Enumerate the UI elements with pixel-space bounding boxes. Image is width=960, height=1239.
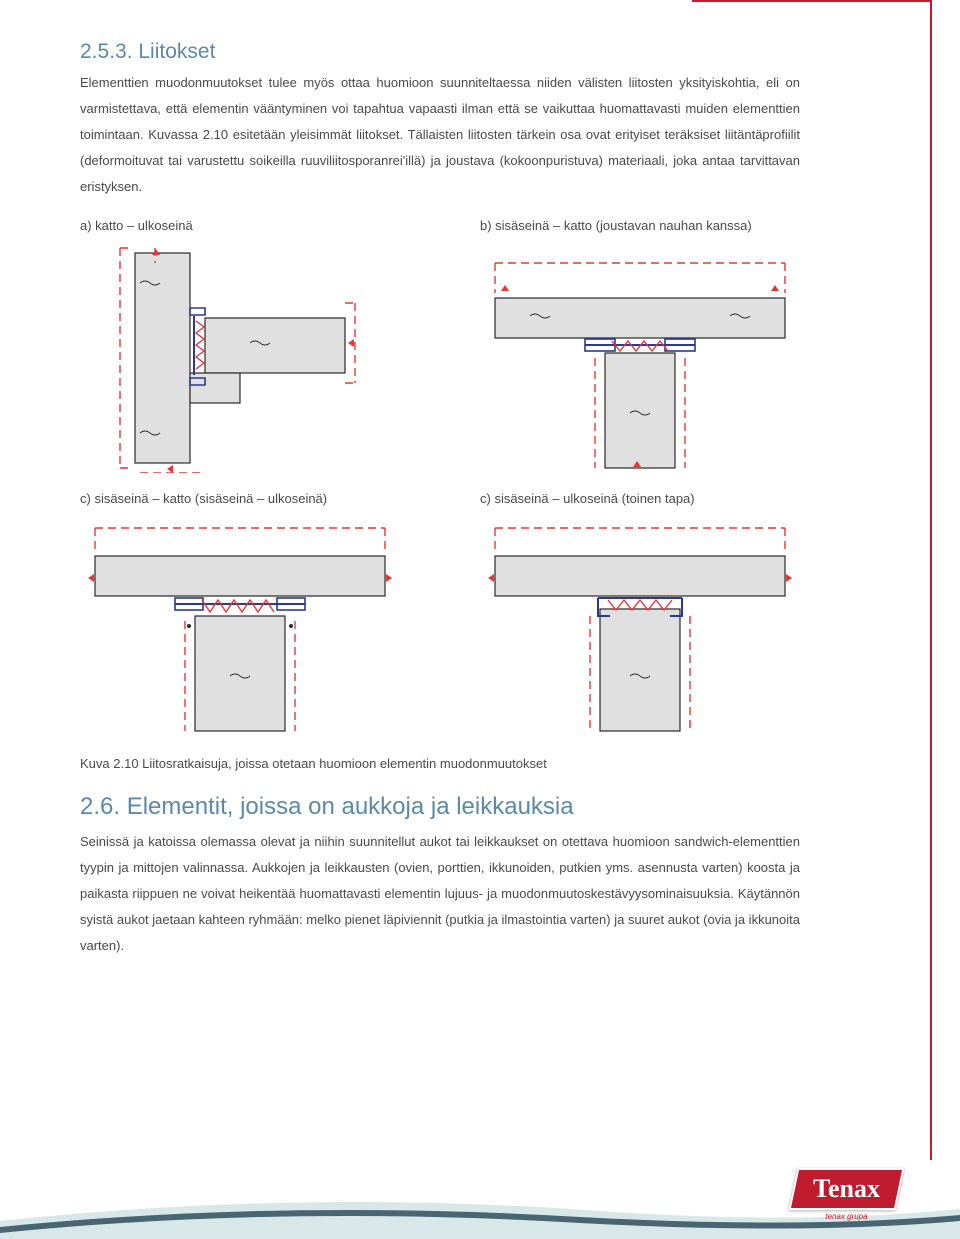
logo-text: Tenax [813, 1174, 880, 1204]
diagram-row-1: a) katto – ulkoseinä [80, 218, 800, 473]
section-26-paragraph: Seinissä ja katoissa olemassa olevat ja … [80, 829, 800, 959]
diagram-d-svg [480, 516, 800, 736]
diagram-b-svg [480, 243, 800, 473]
page-border-top [692, 0, 932, 2]
section-253-paragraph: Elementtien muodonmuutokset tulee myös o… [80, 70, 800, 200]
section-253-title: 2.5.3. Liitokset [80, 40, 800, 64]
page-content: 2.5.3. Liitokset Elementtien muodonmuuto… [0, 0, 880, 959]
logo-sub: tenax grupa [793, 1212, 900, 1221]
diagram-row-2: c) sisäseinä – katto (sisäseinä – ulkose… [80, 491, 800, 736]
diagram-c-svg [80, 516, 400, 736]
diagram-c-label: c) sisäseinä – katto (sisäseinä – ulkose… [80, 491, 400, 506]
diagram-b: b) sisäseinä – katto (joustavan nauhan k… [480, 218, 800, 473]
diagram-a-label: a) katto – ulkoseinä [80, 218, 400, 233]
page-border-right [930, 0, 932, 1160]
diagram-c: c) sisäseinä – katto (sisäseinä – ulkose… [80, 491, 400, 736]
tenax-logo: Tenax tenax grupa [793, 1168, 900, 1221]
diagram-b-label: b) sisäseinä – katto (joustavan nauhan k… [480, 218, 800, 233]
diagram-d: c) sisäseinä – ulkoseinä (toinen tapa) [480, 491, 800, 736]
section-26-heading: 2.6. Elementit, joissa on aukkoja ja lei… [80, 793, 800, 821]
diagram-a: a) katto – ulkoseinä [80, 218, 400, 473]
diagram-d-label: c) sisäseinä – ulkoseinä (toinen tapa) [480, 491, 800, 506]
figure-caption: Kuva 2.10 Liitosratkaisuja, joissa oteta… [80, 756, 800, 771]
diagram-a-svg [80, 243, 380, 473]
